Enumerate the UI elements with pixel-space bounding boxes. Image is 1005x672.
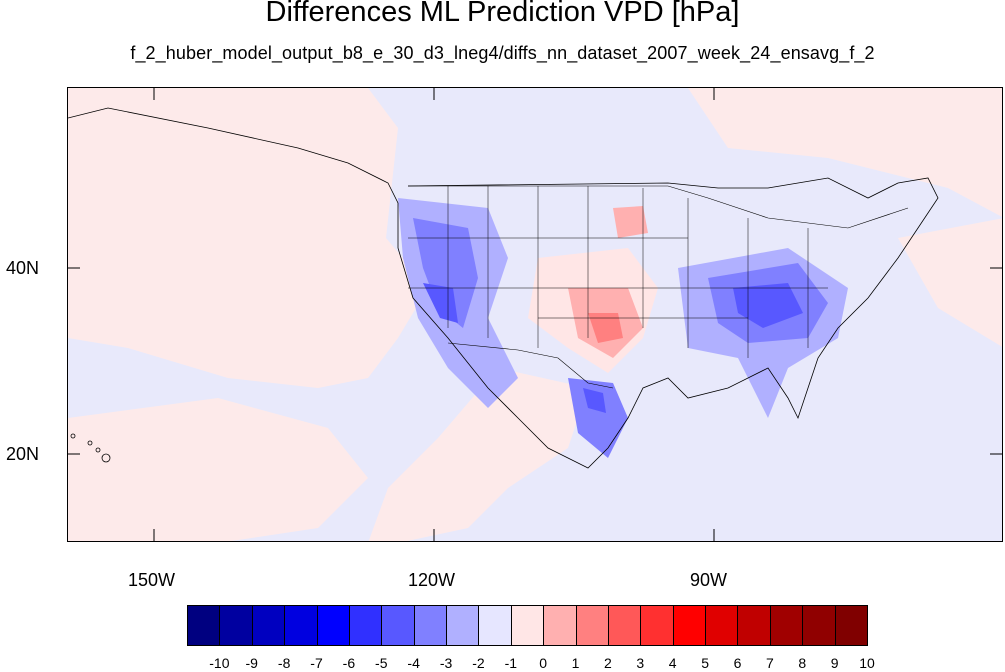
colorbar-swatch — [381, 605, 415, 646]
colorbar-swatch — [672, 605, 707, 646]
texas-positive-core — [588, 313, 623, 343]
colorbar-tick-label: -10 — [209, 655, 230, 671]
colorbar-tick-label: -4 — [407, 655, 420, 671]
colorbar-swatch — [834, 605, 868, 646]
colorbar-swatch — [640, 605, 674, 646]
colorbar-tick-label: 3 — [636, 655, 645, 671]
south-pacific-positive-region — [68, 398, 368, 541]
colorbar-tick-label: -3 — [439, 655, 453, 671]
difference-map — [68, 88, 1002, 541]
colorbar-swatch — [284, 605, 318, 646]
colorbar-tick-label: 2 — [604, 655, 612, 671]
coastline — [68, 107, 939, 469]
mexico-negative-core — [583, 388, 606, 413]
colorbar-tick-label: 7 — [765, 655, 774, 671]
lat-label-40n: 40N — [6, 258, 40, 278]
colorbar-tick-label: 1 — [571, 655, 580, 671]
colorbar-tick-label: -6 — [342, 655, 356, 671]
colorbar-swatch — [543, 605, 577, 646]
colorbar-swatch — [348, 605, 383, 646]
colorbar-swatch — [510, 605, 545, 646]
atlantic-positive-region — [898, 218, 1002, 347]
colorbar-swatch — [219, 605, 253, 646]
us-canada-border — [408, 185, 909, 229]
colorbar-swatch — [478, 605, 512, 646]
colorbar-tick-label: 4 — [668, 655, 677, 671]
colorbar-swatch — [607, 605, 642, 646]
lon-label-150w: 150W — [128, 570, 176, 590]
colorbar-tick-label: 10 — [859, 655, 875, 671]
us-mexico-border — [447, 342, 614, 389]
colorbar-swatch — [446, 605, 480, 646]
colorbar-swatch — [251, 605, 286, 646]
colorbar — [187, 605, 868, 648]
colorbar-swatch — [737, 605, 771, 646]
colorbar-swatch — [575, 605, 609, 646]
gulf-positive-region — [368, 368, 588, 541]
colorbar-tick-label: -1 — [504, 655, 518, 671]
lon-label-90w: 90W — [690, 570, 728, 590]
northwest-negative-region — [413, 218, 478, 328]
state-borders — [408, 186, 828, 358]
colorbar-tick-label: -7 — [310, 655, 323, 671]
colorbar-tick-label: 5 — [701, 655, 709, 671]
colorbar-tick-label: -9 — [245, 655, 258, 671]
lat-label-20n: 20N — [6, 444, 40, 464]
colorbar-tick-label: -5 — [375, 655, 388, 671]
pacific-positive-region — [68, 88, 428, 388]
north-positive-region — [688, 88, 1002, 217]
colorbar-tick-label: 6 — [733, 655, 742, 671]
colorbar-tick-label: 9 — [830, 655, 839, 671]
colorbar-tick-label: -8 — [277, 655, 291, 671]
plot-title: Differences ML Prediction VPD [hPa] — [265, 0, 740, 28]
dakota-positive-region — [613, 206, 648, 238]
tennessee-negative-core — [733, 283, 803, 328]
lon-label-120w: 120W — [408, 570, 456, 590]
colorbar-swatch — [413, 605, 448, 646]
colorbar-swatch — [316, 605, 350, 646]
hawaii-islands — [70, 433, 111, 463]
plot-subtitle: f_2_huber_model_output_b8_e_30_d3_lneg4/… — [130, 43, 875, 63]
colorbar-swatch — [802, 605, 836, 646]
colorbar-swatch — [187, 605, 221, 646]
mexico-negative-region — [568, 378, 628, 458]
colorbar-tick-label: 0 — [539, 655, 548, 671]
colorbar-tick-label: -2 — [472, 655, 485, 671]
map-panel — [67, 87, 1003, 542]
colorbar-swatch — [769, 605, 804, 646]
california-negative-core — [423, 283, 458, 323]
colorbar-swatch — [705, 605, 739, 646]
colorbar-tick-label: 8 — [798, 655, 807, 671]
